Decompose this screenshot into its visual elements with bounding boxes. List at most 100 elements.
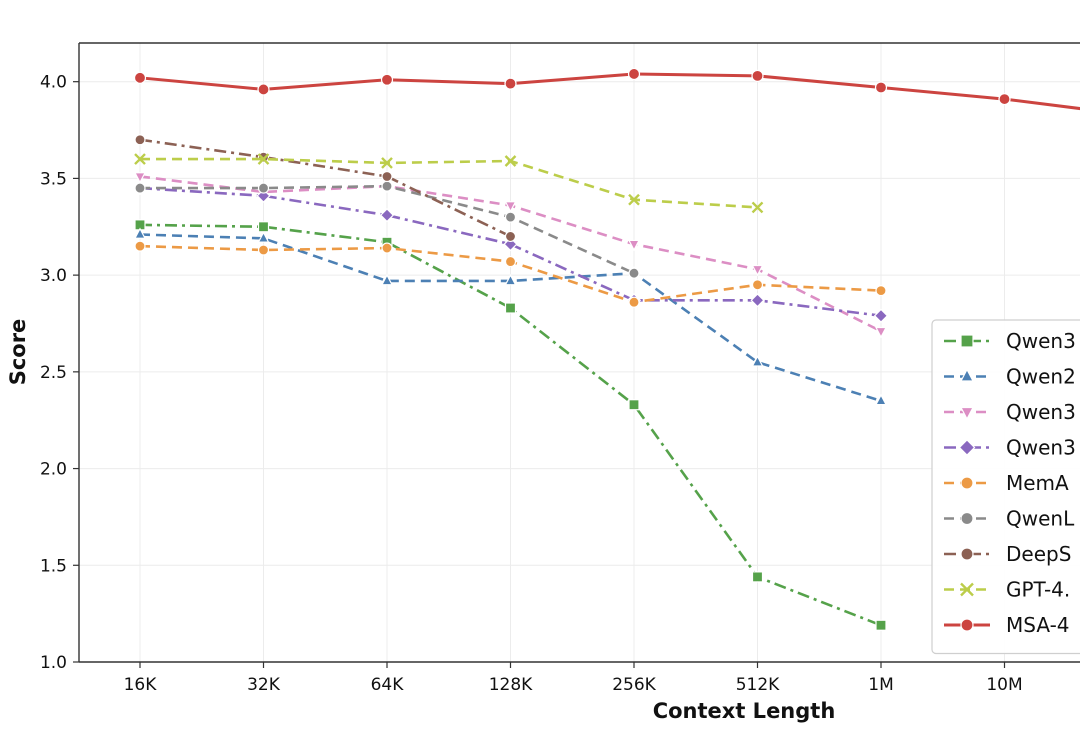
data-point bbox=[381, 242, 393, 254]
data-point bbox=[751, 264, 764, 277]
legend-marker bbox=[960, 334, 974, 348]
y-tick-label: 2.0 bbox=[40, 460, 67, 480]
legend-label: Qwen3 bbox=[1006, 400, 1076, 424]
y-tick-label: 2.5 bbox=[40, 363, 67, 383]
x-tick-label: 256K bbox=[612, 675, 656, 695]
series-5 bbox=[134, 180, 640, 279]
data-point bbox=[873, 308, 889, 323]
legend-entry: Qwen3 bbox=[944, 400, 1076, 424]
legend-entry: MemA bbox=[944, 471, 1069, 495]
data-point bbox=[134, 240, 146, 252]
legend-entry: QwenL bbox=[944, 507, 1075, 531]
legend-entry: Qwen2 bbox=[944, 365, 1076, 389]
legend-entry: GPT-4. bbox=[944, 578, 1070, 602]
y-tick-label: 1.0 bbox=[40, 653, 67, 673]
data-point bbox=[628, 193, 640, 206]
x-axis-label: Context Length bbox=[653, 699, 836, 723]
y-tick-label: 3.5 bbox=[40, 169, 67, 189]
series-8 bbox=[133, 67, 1080, 111]
y-tick-label: 4.0 bbox=[40, 73, 67, 93]
series-6 bbox=[134, 134, 517, 243]
data-point bbox=[628, 267, 640, 279]
data-point bbox=[381, 157, 393, 169]
data-point bbox=[257, 221, 270, 233]
data-point bbox=[133, 71, 147, 84]
data-point bbox=[504, 273, 517, 286]
data-point bbox=[134, 134, 146, 146]
legend-label: DeepS bbox=[1006, 542, 1071, 566]
legend-label: Qwen3 bbox=[1006, 436, 1076, 460]
series-line bbox=[140, 157, 758, 209]
data-point bbox=[134, 153, 146, 165]
data-point bbox=[875, 285, 887, 297]
legend-label: QwenL bbox=[1006, 507, 1075, 531]
data-point bbox=[504, 77, 517, 90]
data-point bbox=[751, 279, 764, 291]
legend: Qwen3 Qwen2 Qwen3 Qwen3 MemA QwenL DeepS GPT-4.… bbox=[931, 319, 1080, 655]
data-point bbox=[751, 201, 764, 214]
legend-marker bbox=[960, 582, 974, 597]
legend-entry: Qwen3 bbox=[944, 436, 1076, 460]
legend-marker bbox=[960, 368, 974, 382]
data-point bbox=[504, 211, 517, 223]
data-point bbox=[504, 302, 517, 314]
data-point bbox=[751, 355, 764, 367]
data-point bbox=[134, 182, 146, 194]
legend-entry: Qwen3 bbox=[944, 329, 1076, 353]
data-point bbox=[875, 393, 887, 406]
legend-marker bbox=[960, 547, 974, 561]
x-tick-label: 16K bbox=[124, 675, 158, 695]
legend-marker bbox=[960, 511, 974, 526]
data-point bbox=[504, 255, 517, 268]
data-point bbox=[134, 227, 146, 239]
data-point bbox=[998, 92, 1011, 106]
series-line bbox=[139, 138, 512, 238]
legend-label: MSA-4 bbox=[1006, 613, 1070, 637]
x-tick-label: 128K bbox=[489, 675, 533, 695]
data-point bbox=[257, 244, 270, 256]
x-tick-label: 32K bbox=[247, 675, 281, 695]
legend-label: Qwen3 bbox=[1006, 329, 1076, 353]
legend-entry: MSA-4 bbox=[944, 613, 1070, 637]
legend-label: Qwen2 bbox=[1006, 365, 1076, 389]
data-point bbox=[628, 239, 640, 252]
legend-label: GPT-4. bbox=[1006, 578, 1070, 602]
data-point bbox=[380, 73, 394, 86]
series-7 bbox=[134, 153, 764, 214]
data-point bbox=[874, 81, 888, 94]
data-point bbox=[381, 180, 393, 192]
data-point bbox=[504, 230, 517, 243]
y-tick-label: 1.5 bbox=[40, 556, 67, 576]
x-tick-label: 64K bbox=[371, 675, 405, 695]
data-point bbox=[379, 208, 395, 223]
data-point bbox=[750, 293, 765, 308]
data-point bbox=[628, 296, 640, 308]
data-point bbox=[381, 170, 393, 183]
data-point bbox=[257, 182, 270, 194]
data-point bbox=[134, 172, 146, 184]
x-tick-label: 1M bbox=[868, 675, 893, 695]
data-point bbox=[628, 399, 640, 411]
data-point bbox=[257, 153, 270, 165]
legend-box bbox=[931, 319, 1080, 655]
legend-marker bbox=[960, 618, 974, 632]
axis-layer: 16K32K64K128K256K512K1M10M100M1.01.52.02… bbox=[40, 42, 1080, 695]
data-point bbox=[257, 231, 270, 243]
y-axis-label: Score bbox=[6, 319, 30, 386]
series-0 bbox=[134, 219, 887, 631]
legend-label: MemA bbox=[1006, 471, 1069, 495]
legend-entry: DeepS bbox=[944, 542, 1071, 566]
data-point bbox=[504, 201, 517, 213]
data-point bbox=[751, 571, 764, 583]
series-4 bbox=[134, 240, 887, 308]
legend-marker bbox=[958, 439, 976, 456]
series-layer bbox=[132, 67, 1080, 631]
legend-marker bbox=[960, 476, 974, 490]
data-point bbox=[751, 69, 764, 82]
x-tick-label: 10M bbox=[986, 675, 1022, 695]
data-point bbox=[504, 155, 517, 167]
data-point bbox=[875, 326, 887, 339]
data-point bbox=[875, 619, 887, 631]
